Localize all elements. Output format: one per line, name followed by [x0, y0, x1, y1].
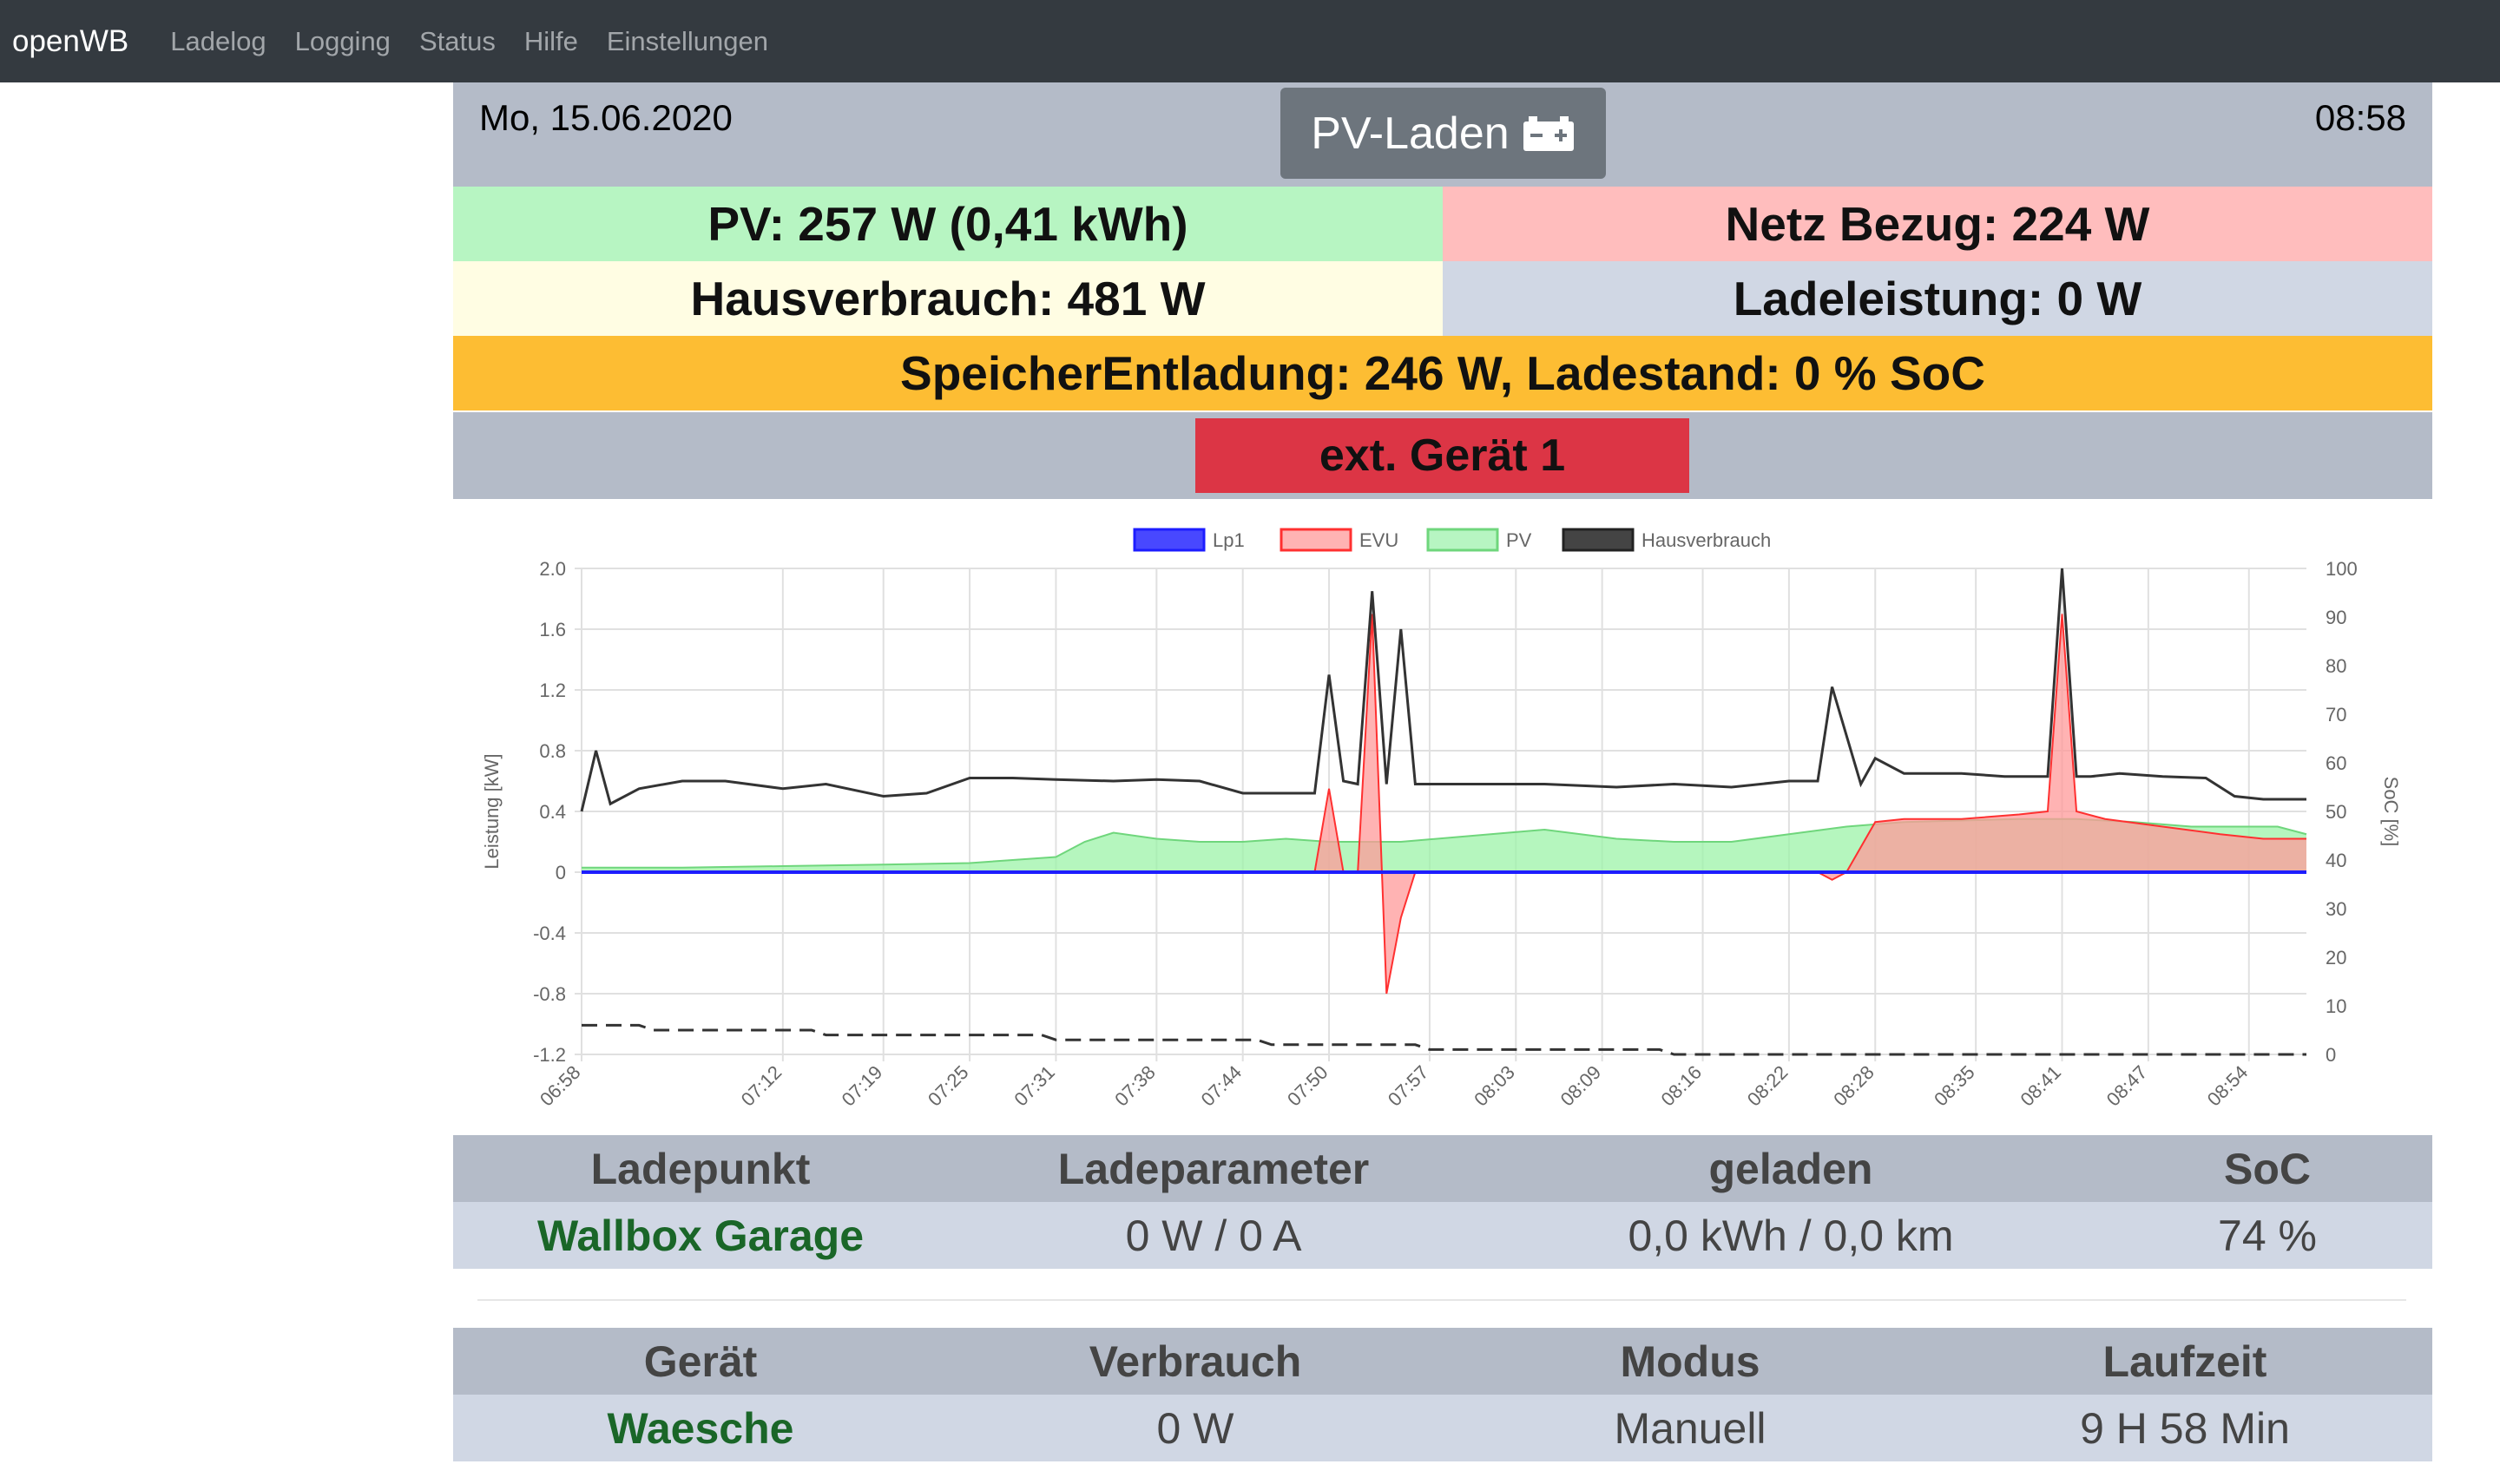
- hausverbrauch-tile: Hausverbrauch: 481 W: [453, 261, 1443, 336]
- x-tick-label: 06:58: [536, 1061, 585, 1111]
- col-soc: SoC: [2224, 1144, 2311, 1193]
- legend-label: Lp1: [1213, 529, 1245, 551]
- col-ladepunkt: Ladepunkt: [590, 1144, 811, 1193]
- x-tick-label: 08:47: [2102, 1061, 2152, 1111]
- pv-tile: PV: 257 W (0,41 kWh): [453, 187, 1443, 261]
- y-tick-label: 1.2: [539, 680, 566, 701]
- x-tick-label: 07:12: [737, 1061, 786, 1111]
- x-tick-label: 07:50: [1283, 1061, 1332, 1111]
- evu-series-line: [582, 614, 2306, 995]
- x-tick-label: 07:19: [838, 1061, 887, 1111]
- status-header: Mo, 15.06.2020 PV-Laden 08:58: [453, 82, 2432, 187]
- ladepunkt-name[interactable]: Wallbox Garage: [536, 1211, 865, 1260]
- y2-tick-label: 20: [2326, 947, 2346, 969]
- x-tick-label: 08:09: [1556, 1061, 1606, 1111]
- y-tick-label: -0.4: [533, 923, 566, 944]
- y2-tick-label: 50: [2326, 801, 2346, 823]
- section-divider: [477, 1299, 2406, 1301]
- battery-charging-icon: [1523, 115, 1574, 151]
- y-tick-label: 0.8: [539, 740, 566, 762]
- charge-mode-button[interactable]: PV-Laden: [1280, 88, 1606, 179]
- ladeleistung-tile: Ladeleistung: 0 W: [1443, 261, 2432, 336]
- x-tick-label: 08:28: [1829, 1061, 1878, 1111]
- legend-label: EVU: [1359, 529, 1398, 551]
- x-tick-label: 08:16: [1656, 1061, 1706, 1111]
- y-tick-label: 1.6: [539, 619, 566, 640]
- col-ladeparameter: Ladeparameter: [1057, 1144, 1370, 1193]
- ext-device-bar: ext. Gerät 1: [453, 412, 2432, 499]
- x-tick-label: 08:22: [1743, 1061, 1793, 1111]
- legend-swatch: [1133, 528, 1206, 552]
- legend-label: PV: [1506, 529, 1532, 551]
- y2-tick-label: 80: [2326, 655, 2346, 677]
- current-time: 08:58: [2314, 97, 2406, 138]
- x-tick-label: 08:35: [1930, 1061, 1979, 1111]
- netz-tile: Netz Bezug: 224 W: [1443, 187, 2432, 261]
- y2-tick-label: 0: [2326, 1044, 2336, 1066]
- y2-tick-label: 40: [2326, 850, 2346, 871]
- y-tick-label: -0.8: [533, 983, 566, 1005]
- y2-tick-label: 10: [2326, 995, 2346, 1017]
- y2-tick-label: 100: [2326, 558, 2358, 580]
- soc-series-line: [582, 1023, 2306, 1056]
- ladepunkt-row: Wallbox Garage 0 W / 0 A 0,0 kWh / 0,0 k…: [453, 1202, 2432, 1269]
- x-tick-label: 07:25: [924, 1061, 973, 1111]
- charge-mode-label: PV-Laden: [1311, 108, 1510, 159]
- geraet-header-row: Gerät Verbrauch Modus Laufzeit: [453, 1328, 2432, 1395]
- col-laufzeit: Laufzeit: [2102, 1336, 2267, 1386]
- legend-label: Hausverbrauch: [1641, 529, 1771, 551]
- nav-logging[interactable]: Logging: [294, 25, 391, 56]
- ladepunkt-header-row: Ladepunkt Ladeparameter geladen SoC: [453, 1135, 2432, 1202]
- hausverbrauch-series-line: [580, 568, 2306, 812]
- x-tick-label: 08:03: [1470, 1061, 1519, 1111]
- col-modus: Modus: [1620, 1336, 1760, 1386]
- navbar: openWB Ladelog Logging Status Hilfe Eins…: [0, 0, 2500, 82]
- y-tick-label: -1.2: [533, 1044, 566, 1066]
- speicher-tile: SpeicherEntladung: 246 W, Ladestand: 0 %…: [453, 336, 2432, 410]
- x-tick-label: 07:57: [1384, 1061, 1433, 1111]
- x-tick-label: 08:41: [2016, 1061, 2065, 1111]
- y-tick-label: 0.4: [539, 801, 566, 823]
- geraet-modus[interactable]: Manuell: [1614, 1403, 1766, 1453]
- geraet-name[interactable]: Waesche: [607, 1403, 794, 1453]
- nav-hilfe[interactable]: Hilfe: [523, 25, 578, 56]
- col-geraet: Gerät: [643, 1336, 758, 1386]
- nav-status[interactable]: Status: [418, 25, 496, 56]
- ladepunkt-soc: 74 %: [2218, 1211, 2317, 1260]
- legend-swatch: [1426, 528, 1499, 552]
- y-tick-label: 0: [556, 862, 566, 883]
- geraet-laufzeit: 9 H 58 Min: [2080, 1403, 2290, 1453]
- y-tick-label: 2.0: [539, 558, 566, 580]
- y2-tick-label: 70: [2326, 704, 2346, 726]
- brand-logo[interactable]: openWB: [12, 23, 129, 58]
- geraet-row: Waesche 0 W Manuell 9 H 58 Min: [453, 1395, 2432, 1461]
- nav-einstellungen[interactable]: Einstellungen: [606, 25, 768, 56]
- x-tick-label: 07:44: [1197, 1061, 1247, 1111]
- col-verbrauch: Verbrauch: [1089, 1336, 1302, 1386]
- y-axis-label: Leistung [kW]: [481, 753, 503, 869]
- geraet-table: Gerät Verbrauch Modus Laufzeit Waesche 0…: [453, 1328, 2432, 1461]
- y2-tick-label: 30: [2326, 898, 2346, 920]
- y2-tick-label: 60: [2326, 752, 2346, 774]
- nav-ladelog[interactable]: Ladelog: [170, 25, 266, 56]
- x-tick-label: 07:31: [1010, 1061, 1059, 1111]
- ladepunkt-parameter: 0 W / 0 A: [1125, 1211, 1302, 1260]
- power-chart: 2.01.61.20.80.40-0.4-0.8-1.2100908070605…: [481, 528, 2402, 1111]
- col-geladen: geladen: [1708, 1144, 1873, 1193]
- legend-swatch: [1562, 528, 1635, 552]
- y2-axis-label: SoC [%]: [2380, 777, 2402, 847]
- ext-device-button[interactable]: ext. Gerät 1: [1195, 418, 1689, 493]
- x-tick-label: 08:54: [2203, 1061, 2253, 1111]
- x-tick-label: 07:38: [1110, 1061, 1160, 1111]
- ladepunkt-table: Ladepunkt Ladeparameter geladen SoC Wall…: [453, 1135, 2432, 1269]
- legend-swatch: [1280, 528, 1352, 552]
- current-date: Mo, 15.06.2020: [479, 97, 733, 138]
- y2-tick-label: 90: [2326, 607, 2346, 628]
- ladepunkt-geladen: 0,0 kWh / 0,0 km: [1628, 1211, 1954, 1260]
- geraet-verbrauch: 0 W: [1156, 1403, 1234, 1453]
